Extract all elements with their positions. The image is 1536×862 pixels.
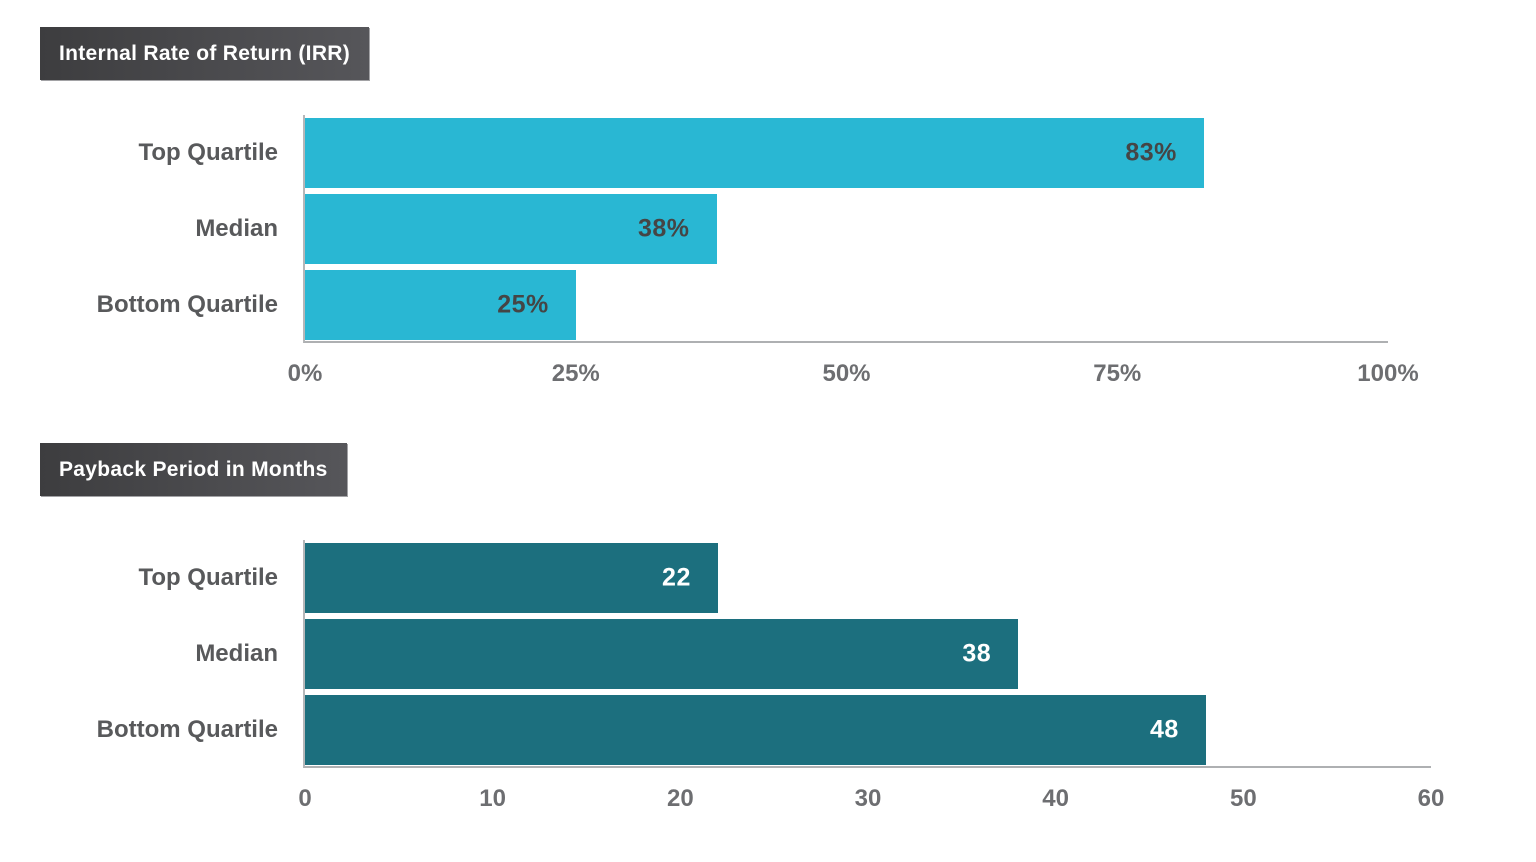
bar: 83% (305, 118, 1204, 188)
axis-tick-label: 0% (287, 360, 323, 387)
bar-value-label: 38% (637, 214, 690, 243)
bar-row: Bottom Quartile 48 (97, 695, 1431, 765)
axis-tick-label: 20 (666, 785, 694, 812)
category-label: Median (195, 640, 278, 667)
chart-title-payback: Payback Period in Months (40, 443, 347, 496)
axis-tick-label: 50 (1229, 785, 1257, 812)
bar-row: Top Quartile 83% (138, 118, 1388, 188)
bar-row: Median 38 (195, 619, 1431, 689)
axis-tick-label: 0 (298, 785, 312, 812)
bar-row: Median 38% (195, 194, 1388, 264)
category-label: Median (195, 215, 278, 242)
category-label: Top Quartile (138, 139, 278, 166)
axis-tick-label: 25% (551, 360, 600, 387)
irr-bars-area: Top Quartile 83% Median 38% Bottom Quartile 2… (97, 115, 1388, 341)
chart-title-irr: Internal Rate of Return (IRR) (40, 27, 370, 80)
bar: 22 (305, 543, 718, 613)
axis-tick-label: 10 (479, 785, 507, 812)
bar: 38 (305, 619, 1019, 689)
bar-value-label: 25% (497, 290, 549, 319)
category-label: Bottom Quartile (96, 291, 278, 318)
bar-row: Top Quartile 22 (138, 543, 1431, 613)
bar: 38% (305, 194, 717, 264)
bar-row: Bottom Quartile 25% (97, 270, 1388, 340)
axis-tick-label: 30 (854, 785, 882, 812)
axis-tick-label: 100% (1357, 360, 1419, 387)
bar-value-label: 38 (962, 639, 992, 668)
bar-value-label: 83% (1125, 138, 1177, 167)
bar: 25% (305, 270, 576, 340)
payback-bars-area: Top Quartile 22 Median 38 Bottom Quartile 48 (97, 540, 1431, 766)
axis-tick-label: 75% (1093, 360, 1142, 387)
axis-tick-label: 50% (822, 360, 871, 387)
axis-tick-label: 40 (1042, 785, 1070, 812)
bar-value-label: 48 (1149, 715, 1179, 744)
category-label: Top Quartile (138, 564, 278, 591)
payback-x-axis: 0 10 20 30 40 50 60 (298, 785, 1444, 815)
bar: 48 (305, 695, 1206, 765)
irr-x-axis: 0% 25% 50% 75% 100% (288, 360, 1419, 390)
bar-value-label: 22 (662, 563, 691, 592)
category-label: Bottom Quartile (96, 716, 278, 743)
payback-bar-chart: Top Quartile 22 Median 38 Bottom Quartile 48 … (97, 540, 1444, 812)
axis-tick-label: 60 (1417, 785, 1445, 812)
irr-bar-chart: Top Quartile 83% Median 38% Bottom Quartile 2… (97, 115, 1419, 387)
